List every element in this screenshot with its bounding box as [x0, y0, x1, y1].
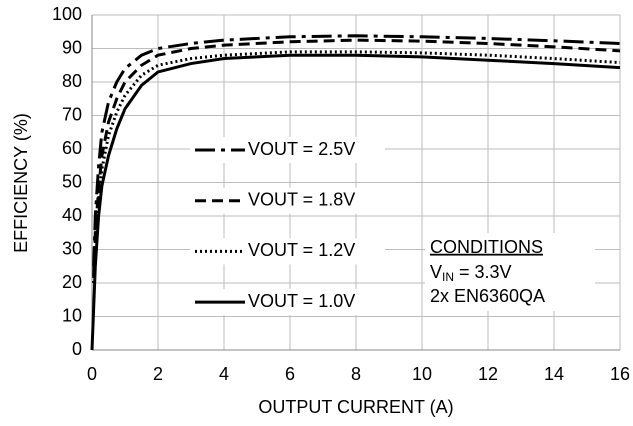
legend-label: VOUT = 1.8V [248, 189, 355, 209]
series-line [90, 53, 621, 351]
x-axis-title: OUTPUT CURRENT (A) [258, 397, 453, 417]
vin-symbol: V [430, 262, 442, 282]
legend-label: VOUT = 1.2V [248, 240, 355, 260]
annotation-background [425, 233, 595, 311]
y-tick-label: 80 [62, 71, 82, 91]
y-tick-label: 30 [62, 238, 82, 258]
series-line [92, 34, 621, 267]
legend-background [190, 238, 385, 265]
legend-label: VOUT = 1.0V [248, 291, 355, 311]
vin-subscript: IN [442, 270, 454, 284]
y-tick-label: 40 [62, 205, 82, 225]
y-tick-label: 60 [62, 138, 82, 158]
x-tick-label: 6 [285, 364, 295, 384]
y-tick-label: 0 [72, 339, 82, 359]
x-tick-label: 2 [153, 364, 163, 384]
y-tick-label: 70 [62, 104, 82, 124]
x-tick-label: 16 [610, 364, 630, 384]
y-tick-label: 10 [62, 305, 82, 325]
x-tick-label: 0 [87, 364, 97, 384]
x-tick-label: 8 [351, 364, 361, 384]
vin-value: = 3.3V [454, 262, 512, 282]
series-line [92, 38, 621, 277]
y-tick-label: 100 [52, 4, 82, 24]
x-tick-label: 14 [544, 364, 564, 384]
annotation-device: 2x EN6360QA [430, 286, 545, 306]
y-tick-label: 90 [62, 37, 82, 57]
y-axis-title: EFFICIENCY (%) [11, 113, 31, 253]
legend-label: VOUT = 2.5V [248, 139, 355, 159]
x-tick-label: 12 [478, 364, 498, 384]
y-tick-label: 20 [62, 272, 82, 292]
x-tick-label: 10 [412, 364, 432, 384]
y-tick-label: 50 [62, 171, 82, 191]
x-tick-label: 4 [219, 364, 229, 384]
annotation-title: CONDITIONS [430, 237, 543, 257]
annotation-vin: VIN = 3.3V [430, 262, 512, 284]
